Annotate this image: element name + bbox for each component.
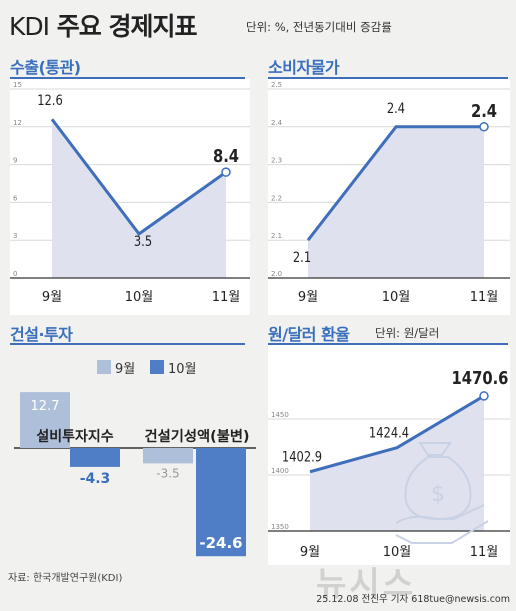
fx-rule	[268, 343, 508, 345]
cpi-title: 소비자물가	[268, 58, 340, 77]
source-note: 자료: 한국개발연구원(KDI)	[8, 573, 123, 584]
y-tick-label: 2.5	[271, 81, 282, 89]
y-tick-label: 1350	[271, 523, 289, 531]
bar-value-label: -3.5	[156, 466, 179, 480]
x-tick-label: 10월	[125, 290, 154, 305]
bar-value-label: -24.6	[199, 534, 242, 552]
page-title-main: 주요 경제지표	[56, 12, 198, 41]
bar-value-label: 12.7	[31, 399, 60, 414]
exports-title: 수출(통관)	[10, 58, 81, 77]
x-tick-label: 11월	[470, 290, 499, 305]
x-tick-label: 11월	[470, 545, 499, 560]
y-tick-label: 2.0	[271, 270, 282, 278]
exports-chart: 15 12 9 6 3 0 12.6 3.5 8.4 9월 10월 11월	[10, 81, 250, 305]
last-point-marker	[479, 122, 489, 132]
area-fill	[52, 119, 226, 278]
data-label: 3.5	[134, 234, 152, 250]
legend-oct-label: 10월	[168, 362, 197, 377]
exports-rule	[10, 77, 245, 79]
legend-sep-label: 9월	[115, 362, 136, 377]
bar	[196, 448, 246, 557]
y-tick-label: 1400	[271, 467, 289, 475]
series-line	[309, 394, 485, 474]
last-point-marker	[221, 167, 231, 177]
data-label: 8.4	[213, 146, 239, 167]
data-label: 1424.4	[369, 426, 409, 442]
x-tick-label: 10월	[382, 290, 411, 305]
page-title-brand: KDI	[9, 12, 50, 41]
y-tick-label: 6	[13, 194, 18, 202]
x-tick-label: 10월	[383, 545, 412, 560]
credit-line: 25.12.08 전진우 기자 618tue@newsis.com	[316, 594, 510, 605]
fx-title: 원/달러 환율	[268, 325, 350, 344]
series-line	[306, 125, 484, 242]
cpi-panel: 2.5 2.4 2.3 2.2 2.1 2.0 2.1 2.4 2.4 9월 10월 11월	[268, 79, 510, 315]
construction-rule	[10, 343, 245, 345]
data-label: 1470.6	[452, 368, 509, 389]
x-tick-label: 9월	[300, 545, 320, 560]
cpi-chart: 2.5 2.4 2.3 2.2 2.1 2.0 2.1 2.4 2.4 9월 10월 11월	[268, 81, 510, 305]
y-tick-label: 9	[13, 157, 17, 165]
data-label: 1402.9	[282, 450, 322, 466]
bar-value-label: -4.3	[80, 471, 111, 487]
x-tick-label: 9월	[298, 290, 318, 305]
cpi-rule	[268, 77, 508, 79]
fx-unit: 단위: 원/달러	[375, 326, 440, 340]
category-label: 건설기성액(불변)	[145, 428, 250, 445]
y-tick-label: 1450	[271, 411, 289, 419]
y-tick-label: 15	[13, 81, 22, 89]
data-label: 2.1	[293, 250, 311, 266]
data-label: 12.6	[37, 93, 63, 109]
series-line	[50, 118, 227, 236]
bar	[20, 392, 70, 448]
fx-panel: 1450 1400 1350 1402.9 1424.4 1470.6 9월 10월 11월 $	[268, 345, 510, 565]
x-tick-label: 11월	[212, 290, 241, 305]
area-fill	[310, 395, 484, 531]
page-title: KDI 주요 경제지표	[9, 7, 198, 43]
fx-chart: 1450 1400 1350 1402.9 1424.4 1470.6 9월 10월 11월 $	[268, 368, 510, 560]
y-tick-label: 2.3	[271, 157, 282, 165]
legend-oct-swatch	[150, 360, 164, 374]
bar	[70, 448, 120, 467]
money-bag-icon: $	[395, 442, 489, 544]
data-label: 2.4	[471, 100, 497, 121]
category-label: 설비투자지수	[36, 429, 113, 445]
y-tick-label: 2.4	[271, 119, 283, 127]
construction-chart: 12.7 -3.5 -4.3 -24.6 설비투자지수 건설기성액(불변)	[14, 392, 256, 557]
y-tick-label: 2.1	[271, 232, 282, 240]
y-tick-label: 3	[13, 232, 17, 240]
page-unit: 단위: %, 전년동기대비 증감률	[246, 20, 392, 34]
legend-sep-swatch	[97, 360, 111, 374]
exports-panel: 15 12 9 6 3 0 12.6 3.5 8.4 9월 10월 11월	[10, 79, 250, 315]
x-tick-label: 9월	[42, 290, 62, 305]
bar	[143, 448, 193, 464]
y-tick-label: 0	[13, 270, 17, 278]
construction-title: 건설·투자	[10, 325, 73, 344]
watermark-logo: 뉴시스	[316, 564, 417, 603]
data-label: 2.4	[387, 101, 405, 117]
svg-text:$: $	[431, 482, 445, 507]
area-fill	[308, 126, 484, 278]
last-point-marker	[479, 391, 489, 401]
y-tick-label: 12	[13, 119, 22, 127]
y-tick-label: 2.2	[271, 194, 282, 202]
